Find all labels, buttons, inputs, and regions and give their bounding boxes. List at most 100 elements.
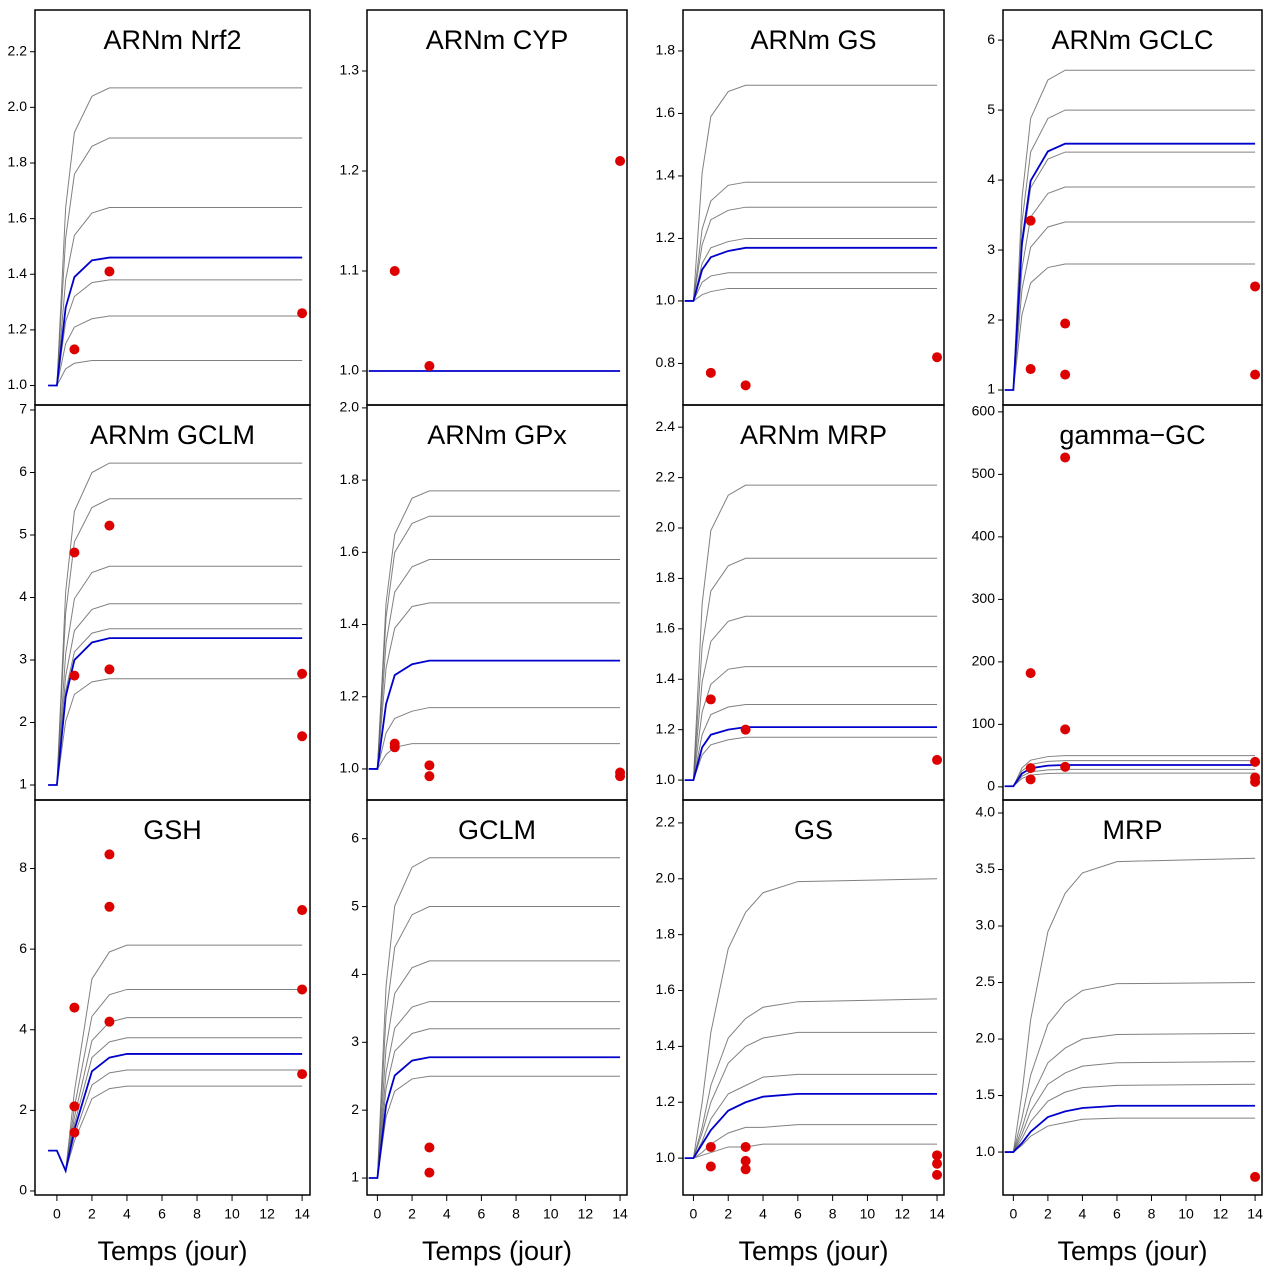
- data-point: [1060, 369, 1071, 380]
- y-tick-label: 4: [987, 171, 995, 187]
- data-point: [932, 754, 943, 765]
- data-point: [932, 1158, 943, 1169]
- y-tick-label: 100: [972, 715, 996, 731]
- data-point: [297, 308, 308, 319]
- y-tick-label: 1.0: [8, 376, 28, 392]
- curve: [48, 87, 303, 387]
- data-point: [1060, 724, 1071, 735]
- x-tick-label: 0: [690, 1206, 698, 1222]
- curve: [368, 559, 621, 770]
- y-tick-label: 4.0: [976, 804, 996, 820]
- x-tick-label: 8: [829, 1206, 837, 1222]
- x-tick-label: 8: [512, 1206, 520, 1222]
- y-tick-label: 2.2: [656, 468, 676, 484]
- curve: [684, 206, 938, 302]
- curve: [684, 615, 938, 781]
- y-tick-label: 1.8: [8, 154, 28, 170]
- data-point: [740, 1164, 751, 1175]
- curve: [1004, 857, 1256, 1153]
- curve: [1004, 142, 1256, 391]
- data-point: [297, 984, 308, 995]
- curve: [684, 1143, 938, 1159]
- y-tick-label: 1.6: [656, 981, 676, 997]
- y-tick-label: 400: [972, 528, 996, 544]
- data-point: [104, 849, 115, 860]
- y-tick-label: 1.0: [656, 292, 676, 308]
- y-tick-label: 4: [351, 965, 359, 981]
- curve: [1004, 1083, 1256, 1153]
- data-point: [69, 1127, 80, 1138]
- curve: [1004, 69, 1256, 391]
- y-tick-label: 1.8: [656, 925, 676, 941]
- x-axis-label: Temps (jour): [422, 1236, 572, 1266]
- y-tick-label: 2.4: [656, 418, 676, 434]
- y-tick-label: 3: [351, 1033, 359, 1049]
- y-tick-label: 300: [972, 590, 996, 606]
- data-point: [69, 1101, 80, 1112]
- data-point: [104, 901, 115, 912]
- x-axis-label: Temps (jour): [1057, 1236, 1207, 1266]
- curve: [684, 726, 938, 781]
- curve: [1004, 982, 1256, 1153]
- data-point: [932, 1150, 943, 1161]
- y-tick-label: 1.0: [340, 760, 360, 776]
- y-tick-label: 3.5: [976, 860, 996, 876]
- y-tick-label: 1.0: [340, 362, 360, 378]
- x-tick-label: 14: [612, 1206, 628, 1222]
- curve: [48, 498, 303, 786]
- data-point: [297, 668, 308, 679]
- data-point: [69, 1002, 80, 1013]
- x-tick-label: 4: [1079, 1206, 1087, 1222]
- y-tick-label: 4: [19, 588, 27, 604]
- y-tick-label: 1: [987, 381, 995, 397]
- data-point: [740, 1155, 751, 1166]
- y-tick-label: 3.0: [976, 917, 996, 933]
- x-tick-label: 14: [1247, 1206, 1263, 1222]
- y-tick-label: 1.8: [656, 569, 676, 585]
- data-point: [69, 547, 80, 558]
- data-point: [705, 694, 716, 705]
- curve: [1004, 263, 1256, 391]
- curve: [684, 287, 938, 302]
- data-point: [932, 352, 943, 363]
- x-tick-label: 2: [88, 1206, 96, 1222]
- data-point: [424, 361, 435, 371]
- data-point: [1250, 756, 1261, 767]
- x-tick-label: 12: [894, 1206, 910, 1222]
- curve: [48, 565, 303, 786]
- y-tick-label: 1.6: [656, 104, 676, 120]
- data-point: [740, 1141, 751, 1152]
- y-tick-label: 8: [19, 859, 27, 875]
- x-tick-label: 0: [374, 1206, 382, 1222]
- curve: [684, 246, 938, 302]
- y-tick-label: 1.4: [8, 265, 28, 281]
- curve: [368, 602, 621, 770]
- data-point: [1025, 668, 1036, 679]
- data-point: [740, 724, 751, 735]
- y-tick-label: 0: [19, 1182, 27, 1198]
- x-tick-label: 10: [860, 1206, 876, 1222]
- data-point: [424, 1142, 435, 1153]
- y-tick-label: 1: [351, 1169, 359, 1185]
- curve: [1004, 1032, 1256, 1153]
- curve: [1004, 1104, 1256, 1153]
- curve: [684, 1092, 938, 1160]
- panel-frame: [682, 799, 945, 1196]
- data-point: [1060, 318, 1071, 329]
- curve: [368, 1001, 621, 1179]
- y-tick-label: 6: [351, 829, 359, 845]
- curve: [48, 1053, 303, 1174]
- y-tick-label: 2.0: [340, 399, 360, 415]
- curve: [368, 707, 621, 770]
- curve: [368, 1075, 621, 1179]
- x-tick-label: 6: [794, 1206, 802, 1222]
- panel-title: ARNm Nrf2: [103, 25, 241, 55]
- curve: [1004, 221, 1256, 391]
- y-tick-label: 2.0: [656, 869, 676, 885]
- x-tick-label: 2: [408, 1206, 416, 1222]
- x-axis-label: Temps (jour): [738, 1236, 888, 1266]
- y-tick-label: 5: [19, 526, 27, 542]
- x-axis-label: Temps (jour): [97, 1236, 247, 1266]
- data-point: [615, 767, 626, 778]
- y-tick-label: 1.4: [656, 1037, 676, 1053]
